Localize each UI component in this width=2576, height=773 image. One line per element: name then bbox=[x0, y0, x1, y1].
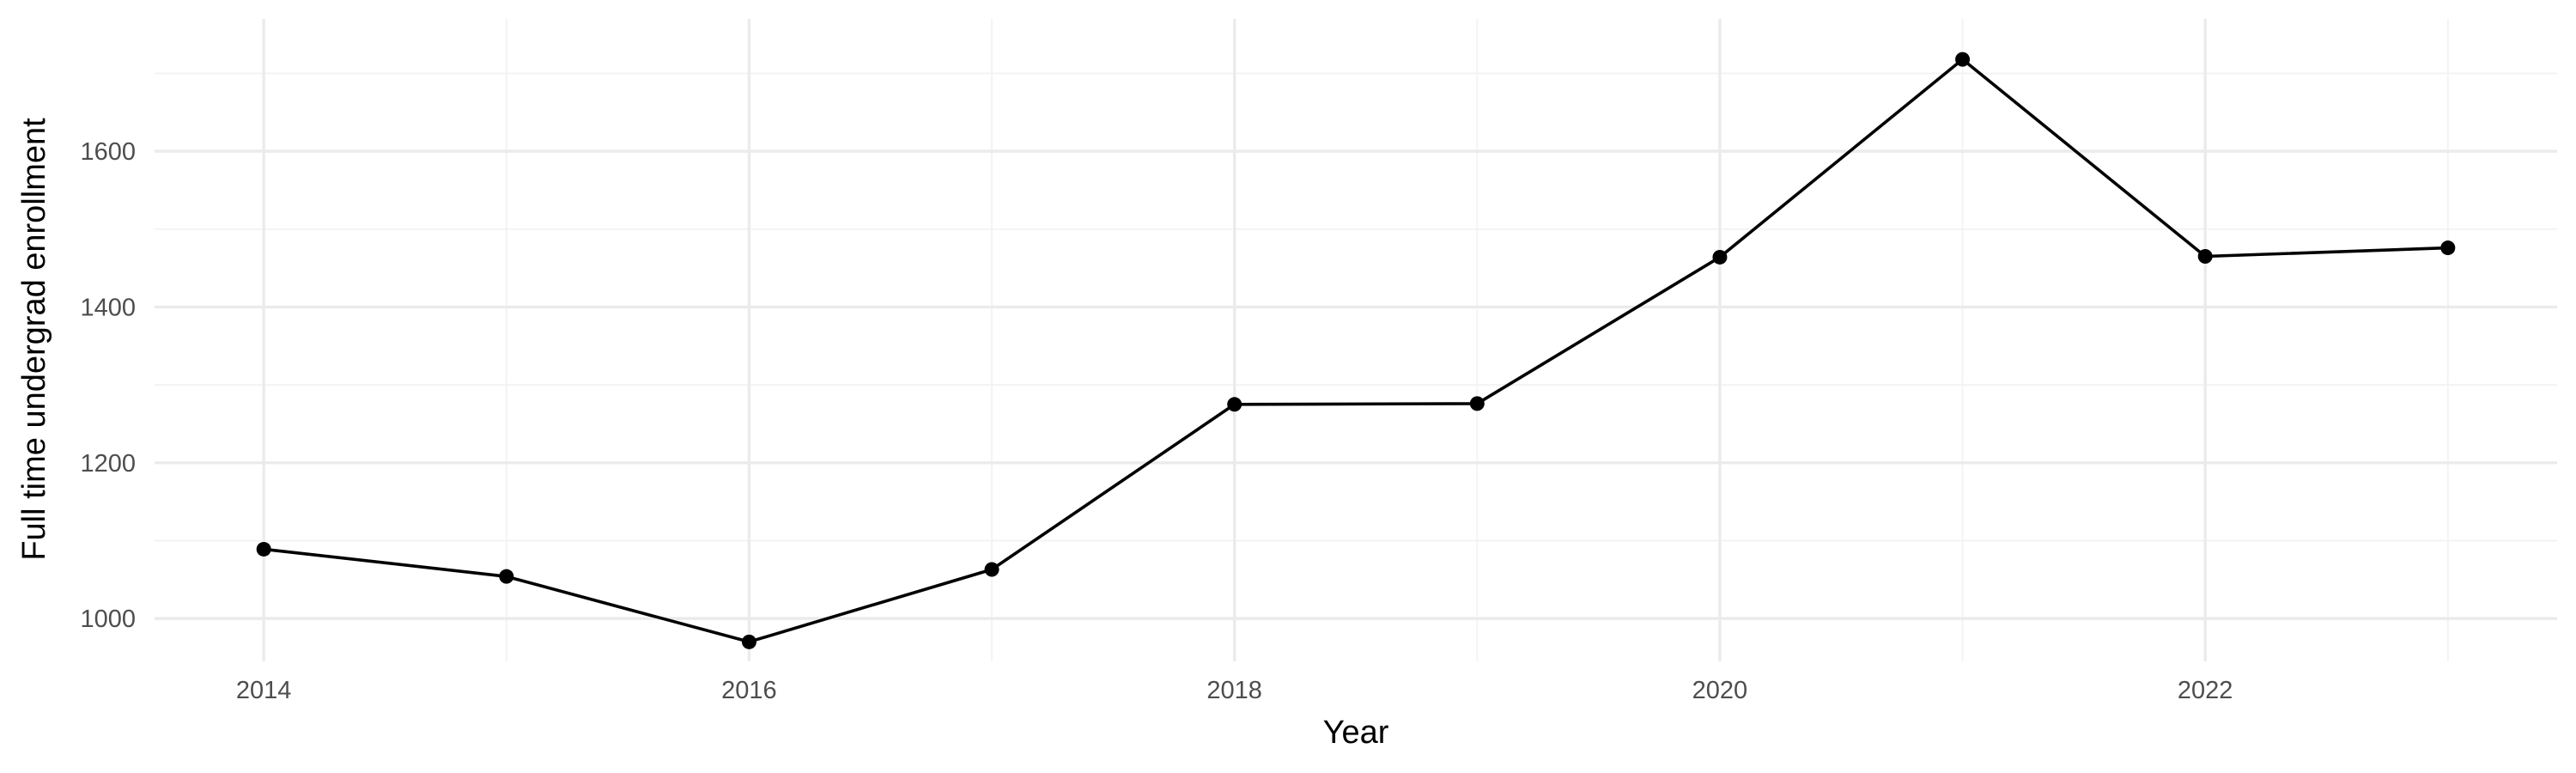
series-layer bbox=[256, 52, 2456, 649]
data-point bbox=[256, 541, 271, 557]
y-tick-label: 1000 bbox=[80, 606, 136, 633]
data-point bbox=[499, 569, 514, 584]
x-tick-label: 2014 bbox=[236, 677, 292, 704]
x-tick-label: 2022 bbox=[2178, 677, 2233, 704]
x-axis-title: Year bbox=[1323, 715, 1389, 751]
y-axis-title: Full time undergrad enrollment bbox=[16, 118, 52, 561]
x-axis-tick-labels: 2014 2016 2018 2020 2022 bbox=[236, 677, 2233, 704]
x-tick-label: 2018 bbox=[1206, 677, 1262, 704]
data-point bbox=[1469, 396, 1485, 411]
x-tick-label: 2016 bbox=[721, 677, 777, 704]
data-point bbox=[2440, 240, 2456, 256]
data-point bbox=[2197, 249, 2213, 265]
data-point bbox=[1955, 52, 1971, 67]
data-point bbox=[741, 634, 756, 649]
data-point bbox=[1227, 397, 1242, 412]
x-tick-label: 2020 bbox=[1692, 677, 1748, 704]
data-point bbox=[984, 562, 999, 577]
data-point bbox=[1712, 249, 1728, 265]
y-axis-tick-labels: 1000 1200 1400 1600 bbox=[80, 138, 136, 633]
y-tick-label: 1400 bbox=[80, 294, 136, 321]
minor-gridlines bbox=[155, 19, 2557, 661]
y-tick-label: 1200 bbox=[80, 450, 136, 478]
major-gridlines bbox=[155, 19, 2557, 661]
series-line bbox=[263, 58, 2448, 644]
y-tick-label: 1600 bbox=[80, 138, 136, 166]
